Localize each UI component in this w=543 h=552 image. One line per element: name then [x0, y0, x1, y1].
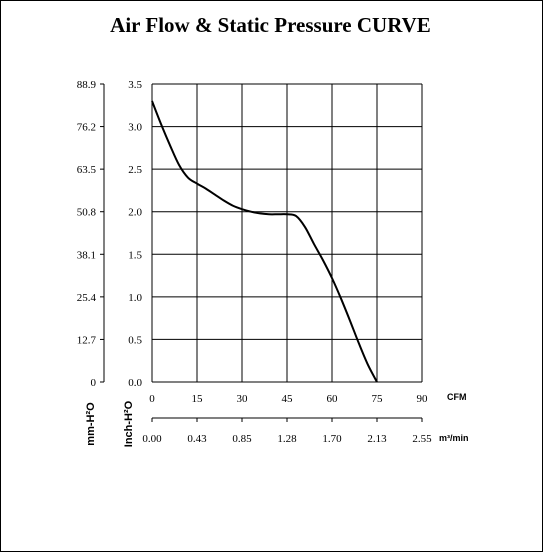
x-tick-label-cfm-3: 45: [282, 393, 294, 405]
data-point-0-2: [169, 145, 171, 147]
y-tick-label-inch-6: 3.0: [128, 122, 142, 134]
curve-layer: [151, 100, 378, 383]
data-point-0-4: [187, 177, 189, 179]
grid: [151, 83, 423, 383]
chart-title: Air Flow & Static Pressure CURVE: [110, 13, 431, 37]
y-tick-label-mm-3: 38.1: [77, 249, 96, 261]
x-tick-label-cfm-5: 75: [372, 393, 384, 405]
x-axis-unit-m3: m³/min: [439, 433, 469, 443]
data-point-0-20: [331, 277, 333, 279]
data-point-0-9: [232, 205, 234, 207]
data-point-0-21: [340, 298, 342, 300]
axes: [100, 83, 423, 422]
data-point-0-15: [286, 213, 288, 215]
y-tick-label-mm-6: 76.2: [77, 122, 96, 134]
data-point-0-25: [376, 381, 378, 383]
data-point-0-6: [205, 188, 207, 190]
data-point-0-3: [178, 164, 180, 166]
y-tick-label-mm-1: 12.7: [77, 334, 97, 346]
y-axis-label-mm: mm-H²O: [85, 402, 97, 446]
data-point-0-14: [277, 213, 279, 215]
x-tick-label-cfm-2: 30: [237, 393, 249, 405]
data-point-0-8: [223, 200, 225, 202]
data-point-0-12: [259, 213, 261, 215]
x-tick-label-cfm-0: 0: [149, 393, 155, 405]
data-point-0-18: [313, 243, 315, 245]
y-tick-label-inch-7: 3.5: [128, 79, 142, 91]
y-tick-label-mm-7: 88.9: [77, 79, 97, 91]
y-tick-label-mm-5: 63.5: [77, 164, 97, 176]
data-point-0-16: [295, 215, 297, 217]
y-tick-label-inch-1: 0.5: [128, 334, 142, 346]
x-tick-label-m3-0: 0.00: [142, 433, 162, 445]
x-tick-label-m3-5: 2.13: [367, 433, 387, 445]
data-point-0-5: [196, 183, 198, 185]
x-tick-label-m3-1: 0.43: [187, 433, 207, 445]
data-point-0-19: [322, 259, 324, 261]
data-point-0-13: [268, 213, 270, 215]
y-tick-label-inch-4: 2.0: [128, 207, 142, 219]
data-point-0-17: [304, 226, 306, 228]
x-tick-label-cfm-4: 60: [327, 393, 339, 405]
data-point-0-10: [241, 208, 243, 210]
data-point-0-0: [151, 100, 153, 102]
x-tick-label-m3-2: 0.85: [232, 433, 252, 445]
y-axis-label-inch: Inch-H²O: [123, 400, 135, 447]
data-point-0-22: [349, 320, 351, 322]
data-point-0-24: [367, 364, 369, 366]
y-tick-label-inch-2: 1.0: [128, 292, 142, 304]
y-tick-label-mm-2: 25.4: [77, 292, 97, 304]
series-line-0: [151, 100, 378, 383]
data-point-0-23: [358, 343, 360, 345]
x-tick-label-m3-3: 1.28: [277, 433, 297, 445]
y-tick-label-inch-0: 0.0: [128, 377, 142, 389]
y-tick-label-inch-3: 1.5: [128, 249, 142, 261]
y-tick-label-mm-0: 0: [91, 377, 97, 389]
x-tick-label-cfm-6: 90: [417, 393, 429, 405]
tick-labels: 0 12.7 25.4 38.1 50.8 63.5 76.2 88.9 0.0 0.5 1.0 1.…: [77, 79, 432, 445]
x-tick-label-m3-4: 1.70: [322, 433, 342, 445]
y-tick-label-mm-4: 50.8: [77, 207, 97, 219]
data-point-0-1: [160, 123, 162, 125]
x-tick-label-cfm-1: 15: [192, 393, 204, 405]
y-tick-label-inch-5: 2.5: [128, 164, 142, 176]
x-tick-label-m3-6: 2.55: [412, 433, 432, 445]
x-axis-unit-cfm: CFM: [447, 392, 467, 402]
data-point-0-7: [214, 194, 216, 196]
data-point-0-11: [250, 211, 252, 213]
